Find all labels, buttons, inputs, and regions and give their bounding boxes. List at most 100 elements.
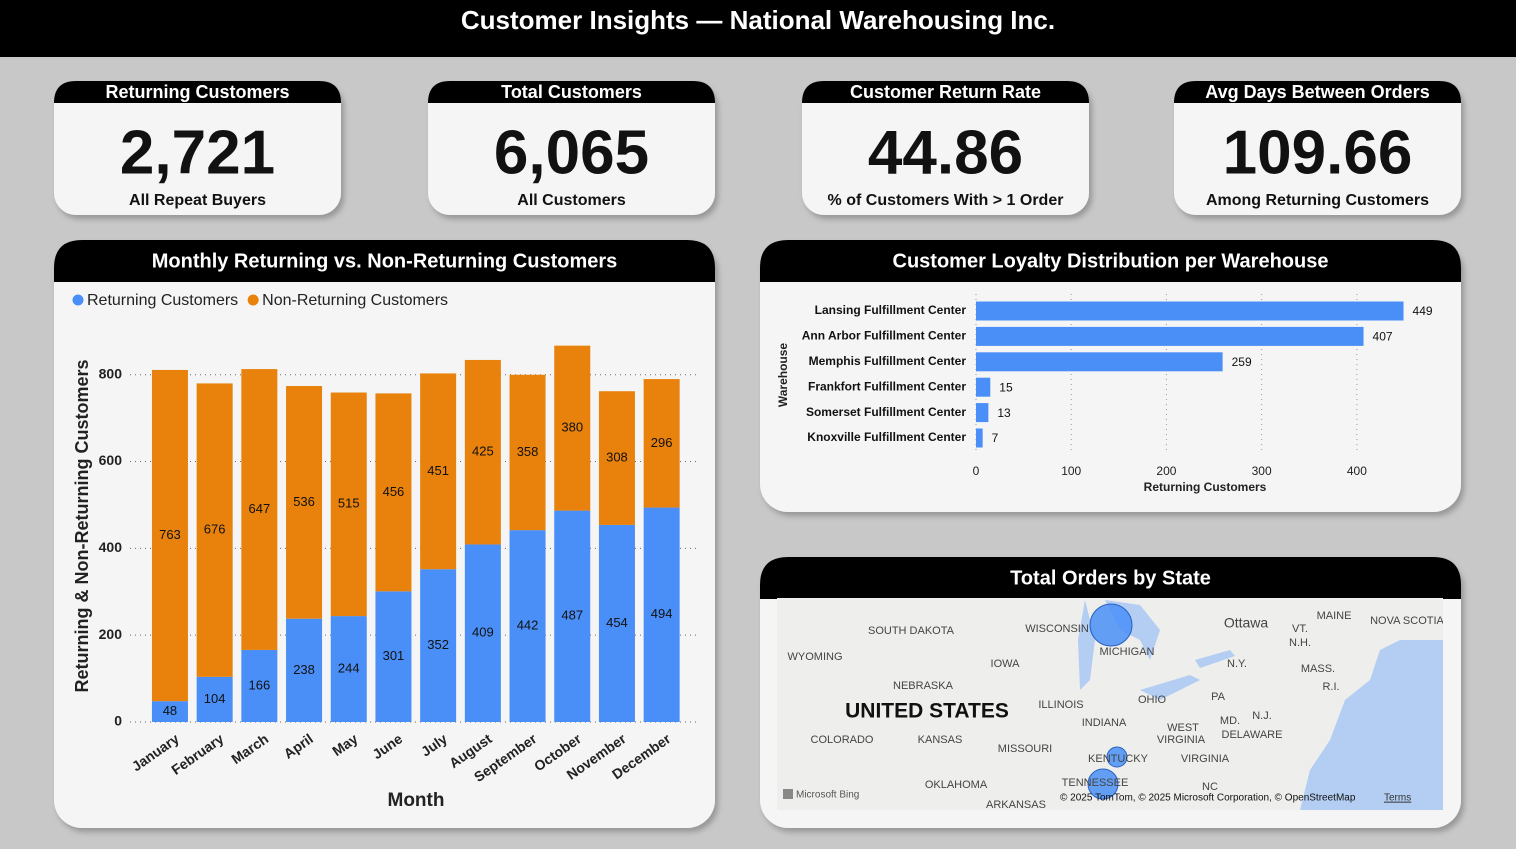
value-label: 425 <box>472 444 494 459</box>
map-label: UNITED STATES <box>845 700 1009 723</box>
kpi-caption: All Repeat Buyers <box>129 192 266 209</box>
map-label: MISSOURI <box>998 743 1052 755</box>
bar-segment <box>151 701 188 722</box>
legend-label: Non-Returning Customers <box>262 292 448 309</box>
card: Total Customers 6,065 All Customers <box>428 81 715 215</box>
bar-segment <box>598 391 635 525</box>
bar <box>976 301 1404 321</box>
bar-segment <box>598 524 635 722</box>
bar-segment <box>375 393 412 592</box>
value-label: 259 <box>1232 355 1252 369</box>
card-header <box>54 240 715 282</box>
bar-segment <box>420 569 457 722</box>
kpi-caption: % of Customers With > 1 Order <box>828 192 1064 209</box>
value-label: 409 <box>472 625 494 640</box>
bar <box>976 326 1364 346</box>
value-label: 244 <box>338 660 360 675</box>
map-label: Ottawa <box>1224 615 1269 631</box>
card-body <box>802 81 1089 215</box>
bar-segment <box>420 373 457 570</box>
map-label: ARKANSAS <box>986 799 1046 811</box>
x-axis-title: Returning Customers <box>1144 480 1267 494</box>
card-header <box>760 557 1461 599</box>
bar <box>976 428 983 448</box>
value-label: 407 <box>1373 330 1393 344</box>
card: Returning Customers 2,721 All Repeat Buyer… <box>54 81 341 215</box>
card-title: Customer Loyalty Distribution per Wareho… <box>893 250 1329 272</box>
value-label: 301 <box>383 648 405 663</box>
bar-segment <box>643 507 680 722</box>
y-tick-label: Ann Arbor Fulfillment Center <box>802 329 967 343</box>
map-lake <box>1195 650 1235 668</box>
map-label: COLORADO <box>811 734 874 746</box>
value-label: 763 <box>159 527 181 542</box>
map-attribution: Terms <box>1384 793 1411 804</box>
bar-segment <box>464 359 501 545</box>
card-title: Monthly Returning vs. Non-Returning Cust… <box>152 250 618 272</box>
map-attribution: © 2025 TomTom, © 2025 Microsoft Corporat… <box>1060 793 1356 804</box>
value-label: 494 <box>651 606 673 621</box>
card: Customer Loyalty Distribution per Wareho… <box>760 240 1461 512</box>
bar-segment <box>464 544 501 722</box>
map-label: ILLINOIS <box>1038 699 1083 711</box>
x-tick-label: 300 <box>1252 464 1272 478</box>
map-label: NC <box>1202 781 1218 793</box>
kpi-caption: All Customers <box>517 192 626 209</box>
map-label: DELAWARE <box>1222 729 1283 741</box>
legend-marker <box>247 294 259 306</box>
bar <box>976 377 991 397</box>
map-label: MAINE <box>1317 610 1352 622</box>
map-label: R.I. <box>1322 681 1339 693</box>
y-tick-label: 200 <box>99 626 123 642</box>
bar-segment <box>241 369 278 650</box>
bar-segment <box>509 530 546 722</box>
map-lake <box>1078 600 1095 690</box>
bar-segment <box>196 383 233 677</box>
card-header <box>802 81 1089 103</box>
x-axis-title: Month <box>388 790 445 811</box>
bar-segment <box>151 369 188 702</box>
map-bubble <box>1089 603 1133 647</box>
kpi-caption: Among Returning Customers <box>1206 192 1429 209</box>
map-label: MICHIGAN <box>1100 646 1155 658</box>
y-tick-label: 400 <box>99 539 123 555</box>
value-label: 449 <box>1413 304 1433 318</box>
map: SOUTH DAKOTA WISCONSIN MICHIGAN Ottawa MAINE… <box>777 598 1443 811</box>
value-label: 451 <box>427 463 449 478</box>
bar <box>976 352 1223 372</box>
card-title: Customer Return Rate <box>850 82 1041 102</box>
value-label: 647 <box>248 501 270 516</box>
bar-segment <box>286 386 323 619</box>
map-label: INDIANA <box>1082 717 1127 729</box>
value-label: 166 <box>248 677 270 692</box>
legend-label: Returning Customers <box>87 292 238 309</box>
card-title: Returning Customers <box>105 82 289 102</box>
y-tick-label: 800 <box>99 365 123 381</box>
card-body <box>428 81 715 215</box>
bar-segment <box>286 618 323 722</box>
bar-segment <box>643 379 680 508</box>
map-lake <box>1140 675 1200 700</box>
value-label: 358 <box>517 444 539 459</box>
value-label: 308 <box>606 450 628 465</box>
card-body <box>54 81 341 215</box>
bar-segment <box>196 676 233 722</box>
kpi-value: 6,065 <box>494 118 649 187</box>
value-label: 238 <box>293 662 315 677</box>
map-bubble <box>1106 746 1128 768</box>
card-title: Avg Days Between Orders <box>1205 82 1429 102</box>
value-label: 296 <box>651 435 673 450</box>
value-label: 676 <box>204 522 226 537</box>
map-label: WEST <box>1167 722 1199 734</box>
map-attribution: Microsoft Bing <box>796 790 859 801</box>
map-label: OKLAHOMA <box>925 779 988 791</box>
card: Monthly Returning vs. Non-Returning Cust… <box>54 240 715 828</box>
map-label: SOUTH DAKOTA <box>868 625 955 637</box>
value-label: 104 <box>204 691 226 706</box>
value-label: 7 <box>992 431 999 445</box>
map-ocean <box>1300 640 1443 810</box>
card: Avg Days Between Orders 109.66 Among Retur… <box>1174 81 1461 215</box>
map-label: IOWA <box>991 658 1021 670</box>
bar-segment <box>330 616 367 722</box>
